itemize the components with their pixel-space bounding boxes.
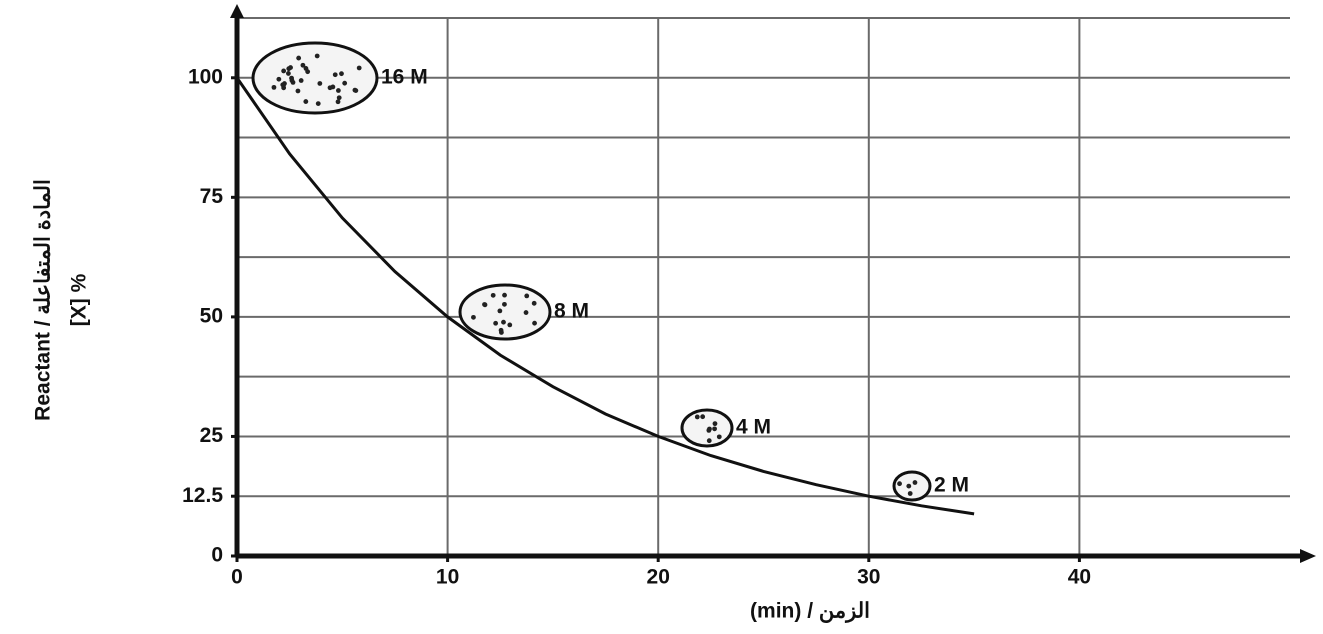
particle: [897, 481, 902, 487]
annotation: 8 M: [458, 283, 589, 341]
particle: [907, 491, 913, 496]
x-tick-label: 30: [857, 566, 880, 589]
particle: [317, 81, 323, 86]
particle: [288, 65, 293, 70]
particle: [523, 310, 529, 315]
y-tick-label: 12.5: [182, 484, 223, 507]
x-tick-label: 40: [1068, 566, 1091, 589]
particle: [707, 426, 712, 432]
particle: [502, 292, 507, 298]
y-tick-label: 75: [200, 185, 224, 208]
particle: [912, 480, 918, 485]
particle: [482, 302, 487, 307]
particle: [712, 421, 718, 427]
particle: [327, 85, 333, 91]
curve: [235, 76, 975, 516]
y-tick-label: 25: [200, 424, 224, 447]
particle: [303, 99, 309, 104]
particle: [300, 62, 306, 68]
particle: [289, 78, 295, 83]
x-axis-title: (min) / الزمن: [750, 600, 870, 624]
x-axis-arrow: [1300, 549, 1316, 563]
particle: [295, 88, 301, 94]
annotation: 4 M: [680, 408, 771, 448]
particle: [532, 320, 537, 326]
x-tick-label: 10: [436, 566, 459, 589]
particle: [342, 80, 348, 86]
particle: [706, 438, 712, 444]
particle: [700, 414, 706, 420]
y-tick-label: 0: [211, 544, 223, 567]
particle: [335, 99, 341, 105]
particle: [502, 301, 507, 307]
sample-circle: [892, 470, 932, 502]
particle: [353, 88, 359, 94]
particle: [286, 71, 291, 76]
particle: [303, 66, 309, 71]
particle: [531, 300, 537, 306]
particle: [276, 76, 282, 82]
particle: [282, 81, 287, 86]
particle: [298, 78, 304, 83]
particle: [497, 308, 503, 314]
particle: [490, 292, 496, 298]
sample-circle: [458, 283, 552, 341]
x-tick-label: 20: [647, 566, 670, 589]
particle: [336, 95, 342, 101]
particle: [493, 320, 499, 326]
sample-circle: [251, 41, 379, 115]
annotation: 16 M: [251, 41, 428, 115]
particle: [335, 88, 341, 93]
y-axis-title: Reactant / المادة المتفاعلة: [32, 179, 55, 421]
particle: [315, 101, 321, 107]
annotation-label: 8 M: [554, 300, 589, 323]
particle: [332, 72, 338, 78]
particle: [906, 483, 912, 489]
y-axis-arrow: [230, 4, 244, 18]
particle: [356, 65, 362, 71]
annotation-label: 16 M: [381, 66, 428, 89]
particle: [339, 71, 344, 77]
particle: [281, 68, 287, 74]
particle: [471, 314, 476, 320]
annotation-label: 2 M: [934, 474, 969, 497]
particle: [712, 426, 717, 432]
y-axis-title: [X] %: [68, 273, 91, 326]
x-tick-label: 0: [231, 566, 243, 589]
particle: [314, 53, 320, 59]
annotation: 2 M: [892, 470, 969, 502]
particle: [501, 319, 506, 325]
particle: [694, 414, 700, 420]
y-tick-label: 50: [200, 304, 223, 327]
particle: [499, 330, 504, 335]
particle: [716, 434, 722, 440]
particle: [296, 55, 302, 61]
particle: [271, 84, 277, 90]
annotation-label: 4 M: [736, 416, 771, 439]
y-tick-label: 100: [188, 65, 223, 88]
particle: [524, 293, 530, 299]
particle: [507, 322, 513, 328]
